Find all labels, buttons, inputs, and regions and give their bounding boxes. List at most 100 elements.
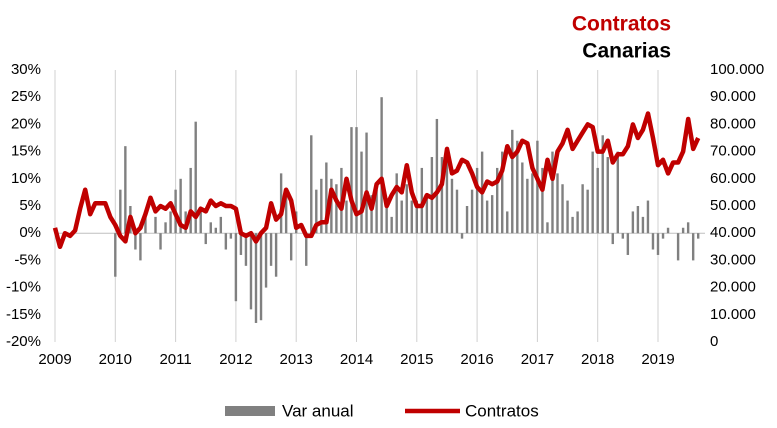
bar bbox=[114, 233, 117, 277]
bar bbox=[350, 127, 353, 234]
bar bbox=[289, 233, 293, 261]
bar bbox=[656, 233, 660, 255]
bar bbox=[666, 227, 670, 234]
bar bbox=[154, 216, 157, 234]
bar bbox=[164, 222, 167, 234]
y2-tick-label: 50.000 bbox=[710, 197, 756, 214]
bar bbox=[636, 206, 640, 234]
legend-label: Contratos bbox=[465, 401, 539, 420]
bar bbox=[305, 233, 308, 266]
bar bbox=[681, 227, 685, 234]
bar bbox=[189, 167, 192, 234]
bar bbox=[646, 200, 650, 234]
bar bbox=[310, 135, 313, 234]
x-tick-label: 2012 bbox=[219, 351, 252, 368]
x-tick-label: 2011 bbox=[159, 351, 191, 368]
bar bbox=[214, 227, 217, 234]
bar bbox=[325, 162, 328, 234]
chart-subtitle: Canarias bbox=[582, 40, 671, 63]
bar bbox=[691, 233, 695, 261]
bar bbox=[254, 233, 258, 323]
bar bbox=[330, 178, 333, 234]
bar bbox=[400, 200, 403, 234]
bar bbox=[631, 211, 635, 234]
line bbox=[52, 111, 701, 250]
bar bbox=[119, 189, 122, 234]
bar bbox=[516, 140, 519, 234]
bar bbox=[571, 216, 574, 234]
bar bbox=[269, 233, 273, 266]
y-tick-label: -10% bbox=[6, 279, 41, 296]
y-tick-label: 20% bbox=[11, 115, 41, 132]
bar bbox=[501, 151, 504, 234]
bar bbox=[249, 233, 253, 310]
bar bbox=[390, 216, 393, 234]
bar bbox=[641, 216, 645, 234]
x-tick-label: 2015 bbox=[400, 351, 433, 368]
y-tick-label: -5% bbox=[14, 251, 41, 268]
x-tick-label: 2009 bbox=[38, 351, 71, 368]
bar bbox=[616, 151, 619, 234]
bar bbox=[561, 184, 564, 234]
x-tick-label: 2014 bbox=[340, 351, 373, 368]
bar bbox=[380, 97, 383, 234]
bar bbox=[581, 184, 584, 234]
bar bbox=[521, 162, 524, 234]
bar bbox=[370, 195, 373, 234]
bar bbox=[239, 233, 243, 255]
bar bbox=[345, 200, 348, 234]
bar bbox=[395, 173, 398, 234]
y2-tick-label: 100.000 bbox=[710, 61, 764, 78]
bar bbox=[204, 233, 207, 245]
bar bbox=[219, 216, 223, 234]
bar bbox=[284, 189, 288, 234]
legend-swatch bbox=[225, 406, 275, 416]
bar bbox=[224, 233, 228, 250]
y-tick-label: 10% bbox=[11, 170, 41, 187]
y-tick-label: 5% bbox=[19, 197, 41, 214]
bar bbox=[179, 178, 182, 234]
bar bbox=[470, 189, 474, 234]
bar bbox=[651, 233, 655, 250]
y-tick-label: 25% bbox=[11, 88, 41, 105]
bar bbox=[445, 151, 449, 234]
x-tick-label: 2019 bbox=[641, 351, 674, 368]
bar bbox=[365, 132, 368, 234]
bar bbox=[606, 157, 609, 234]
bar bbox=[511, 129, 514, 234]
y-tick-label: -20% bbox=[6, 333, 41, 350]
bar bbox=[139, 233, 142, 261]
bar bbox=[621, 233, 625, 239]
bar bbox=[566, 200, 569, 234]
bar bbox=[546, 222, 549, 234]
bar bbox=[676, 233, 680, 261]
bar bbox=[134, 233, 137, 250]
bar bbox=[536, 140, 539, 234]
bar bbox=[526, 178, 529, 234]
bar bbox=[410, 200, 413, 234]
bar bbox=[169, 211, 172, 234]
y-tick-label: 0% bbox=[19, 224, 41, 241]
bar bbox=[591, 151, 594, 234]
bar bbox=[556, 173, 559, 234]
bar bbox=[355, 127, 358, 234]
y2-tick-label: 20.000 bbox=[710, 279, 756, 296]
bar bbox=[199, 211, 202, 234]
y2-tick-label: 0 bbox=[710, 333, 718, 350]
bar bbox=[531, 173, 534, 234]
bar bbox=[209, 222, 212, 234]
bar bbox=[405, 184, 408, 234]
bar bbox=[586, 189, 589, 234]
bar bbox=[264, 233, 268, 288]
x-tick-label: 2016 bbox=[460, 351, 493, 368]
bar bbox=[259, 233, 263, 321]
bar bbox=[661, 233, 665, 239]
bar bbox=[315, 189, 318, 234]
bar bbox=[686, 222, 690, 234]
y2-tick-label: 40.000 bbox=[710, 224, 756, 241]
bar bbox=[475, 167, 479, 234]
bar bbox=[485, 200, 489, 234]
y2-tick-label: 10.000 bbox=[710, 306, 756, 323]
bar bbox=[596, 167, 599, 234]
y2-tick-label: 80.000 bbox=[710, 115, 756, 132]
